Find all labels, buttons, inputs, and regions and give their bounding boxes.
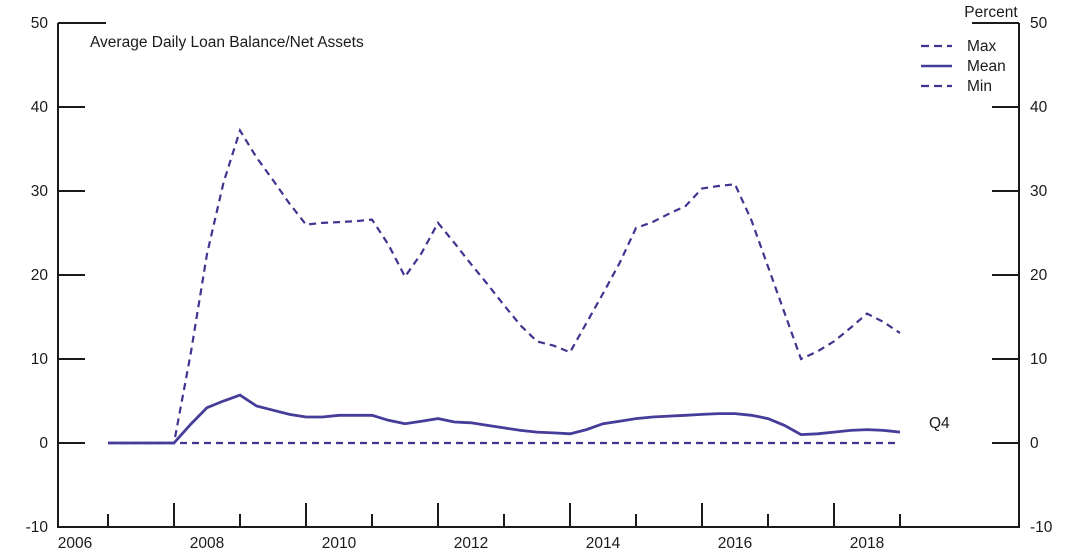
legend-label-max: Max bbox=[967, 38, 997, 55]
y-tick-label-right: 0 bbox=[1030, 435, 1039, 452]
y-tick-label-right: 20 bbox=[1030, 267, 1048, 284]
last-observation-annotation: Q4 bbox=[929, 415, 950, 432]
y-tick-label-right: 30 bbox=[1030, 183, 1048, 200]
legend-label-mean: Mean bbox=[967, 58, 1006, 75]
x-tick-label: 2018 bbox=[850, 535, 884, 552]
y-tick-label-right: 50 bbox=[1030, 15, 1048, 32]
y-tick-label-left: 40 bbox=[31, 99, 49, 116]
y-tick-label-right: -10 bbox=[1030, 519, 1053, 536]
x-tick-label: 2008 bbox=[190, 535, 224, 552]
mean-line bbox=[108, 393, 901, 445]
x-tick-label: 2006 bbox=[58, 535, 92, 552]
x-tick-label: 2012 bbox=[454, 535, 488, 552]
legend-label-min: Min bbox=[967, 78, 992, 95]
axes-layer: -10 -10 0 0 10 10 20 20 30 30 40 40 50 50 2006 2008 2010… bbox=[26, 15, 1053, 552]
y-tick-label-left: 50 bbox=[31, 15, 49, 32]
y-tick-label-right: 40 bbox=[1030, 99, 1048, 116]
x-tick-label: 2016 bbox=[718, 535, 752, 552]
x-tick-label: 2014 bbox=[586, 535, 621, 552]
max-line bbox=[108, 127, 901, 445]
y-tick-label-left: 30 bbox=[31, 183, 49, 200]
chart-title: Average Daily Loan Balance/Net Assets bbox=[90, 34, 364, 51]
y-tick-label-left: 0 bbox=[39, 435, 48, 452]
y-tick-label-right: 10 bbox=[1030, 351, 1048, 368]
series-layer bbox=[108, 127, 901, 445]
y-tick-label-left: -10 bbox=[26, 519, 49, 536]
y-axis-unit-label: Percent bbox=[964, 4, 1018, 21]
y-tick-label-left: 10 bbox=[31, 351, 49, 368]
y-tick-label-left: 20 bbox=[31, 267, 49, 284]
legend: Max Mean Min bbox=[921, 38, 1006, 95]
x-tick-label: 2010 bbox=[322, 535, 357, 552]
